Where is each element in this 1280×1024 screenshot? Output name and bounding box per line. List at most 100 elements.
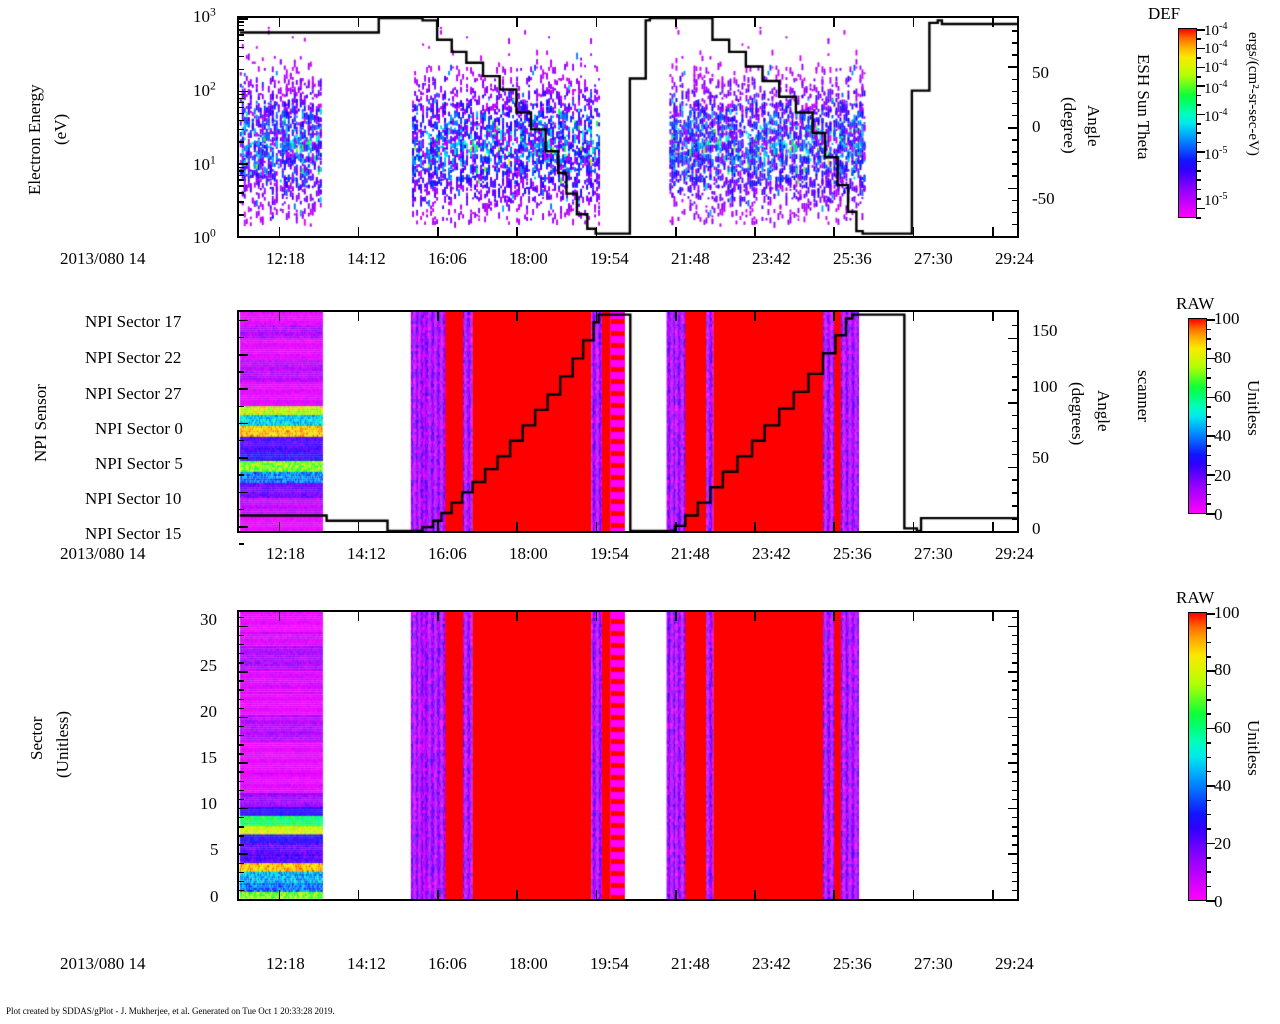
axis-tick [1012,798,1017,801]
panel2-ylabel-line1: NPI Sensor [31,384,50,462]
axis-tick [754,612,756,621]
axis-tick [1012,735,1017,737]
axis-tick [595,227,598,236]
panel2-xtick-6: 23:42 [752,544,791,563]
axis-tick [1012,835,1017,837]
axis-tick [239,735,244,737]
axis-tick [833,18,836,27]
axis-tick [1012,139,1017,141]
colorbar-tick [1206,885,1211,888]
axis-tick [239,214,244,216]
axis-tick [1012,653,1017,655]
axis-tick [991,18,994,27]
axis-tick [239,698,244,700]
axis-tick [516,18,518,27]
axis-tick [595,890,598,899]
panel2-ytick-5: NPI Sector 10 [85,489,182,508]
axis-tick [239,762,248,764]
panel3-xtick-0: 12:18 [266,954,305,973]
axis-tick [1012,634,1017,637]
axis-tick [239,680,244,682]
panel2-cbar-tick-4: 20 [1214,466,1231,485]
panel2-xtick-1: 14:12 [347,544,386,563]
axis-tick [595,612,598,621]
axis-tick [1008,853,1017,856]
panel1-xtick-1: 14:12 [347,249,386,268]
panel2-ytick-1: NPI Sector 22 [85,348,182,367]
colorbar-tick [1206,656,1211,658]
axis-tick [357,522,360,531]
axis-tick [833,890,836,899]
axis-tick [1008,807,1017,810]
axis-tick [357,312,360,321]
panel2-right-label-angle: Angle [1094,390,1113,432]
panel3-xtick-2: 16:06 [428,954,467,973]
axis-tick [278,612,281,621]
colorbar-tick [1196,160,1201,163]
colorbar-tick [1206,513,1215,515]
panel3-cbar-tick-2: 60 [1214,718,1231,737]
axis-tick [1012,518,1017,520]
axis-tick [239,780,244,782]
axis-tick [1012,415,1017,417]
axis-tick [239,474,244,476]
colorbar-tick [1206,503,1211,505]
axis-tick [239,21,244,23]
panel3-plot-frame[interactable] [237,610,1019,901]
axis-tick [239,97,244,100]
axis-tick [239,844,244,846]
panel1-right-tick-1: 0 [1032,117,1041,136]
axis-tick [516,890,518,899]
axis-tick [239,457,244,459]
axis-tick [912,18,915,27]
axis-tick [1012,376,1017,378]
axis-tick [1008,762,1017,764]
panel3-ytick-0: 30 [200,610,217,629]
axis-tick [239,880,244,883]
panel2-ytick-3: NPI Sector 0 [95,419,183,438]
axis-tick [239,112,244,114]
axis-tick [239,93,244,96]
axis-tick [239,179,244,181]
axis-tick [239,34,244,36]
axis-tick [239,119,244,121]
axis-tick [1012,163,1017,165]
axis-tick [239,771,244,773]
axis-tick [239,491,244,493]
panel1-right-tick-2: -50 [1032,189,1055,208]
axis-tick [754,18,756,27]
axis-tick [239,405,244,407]
axis-tick [357,612,360,621]
axis-tick [1012,492,1017,494]
colorbar-tick [1196,217,1201,219]
axis-tick [1012,505,1017,507]
axis-tick [1012,744,1017,746]
axis-tick [437,312,439,321]
colorbar-tick [1206,416,1211,418]
panel2-xtick-5: 21:48 [671,544,710,563]
colorbar-tick [1196,104,1201,106]
panel3-cbar-tick-1: 80 [1214,660,1231,679]
colorbar-tick [1206,641,1211,644]
panel2-right-tick-2: 50 [1032,448,1049,467]
panel1-right-label-esh: ESH Sun Theta [1134,54,1153,160]
colorbar-tick [1206,828,1211,830]
axis-tick [912,612,915,621]
colorbar-tick [1206,727,1215,730]
panel3-xtick-9: 29:24 [995,954,1034,973]
panel1-cbar-tick-0: 10-4 [1204,21,1228,39]
colorbar-tick [1196,141,1201,144]
panel2-colorbar-title: RAW [1176,294,1215,313]
panel1-xtick-9: 29:24 [995,249,1034,268]
axis-tick [1012,363,1017,365]
axis-tick [239,170,244,172]
axis-tick [1012,680,1017,682]
axis-tick [239,716,248,719]
panel1-colorbar-unit: ergs/(cm²-sr-sec-eV) [1245,32,1261,156]
panel1-plot-frame[interactable] [237,16,1019,238]
axis-tick [674,612,677,621]
panel-npi-sensor: NPI Sensor NPI Sector 17 NPI Sector 22 N… [0,290,1280,580]
axis-tick [239,319,244,322]
panel2-plot-frame[interactable] [237,310,1019,545]
panel2-colorbar-unit: Unitless [1244,380,1263,436]
